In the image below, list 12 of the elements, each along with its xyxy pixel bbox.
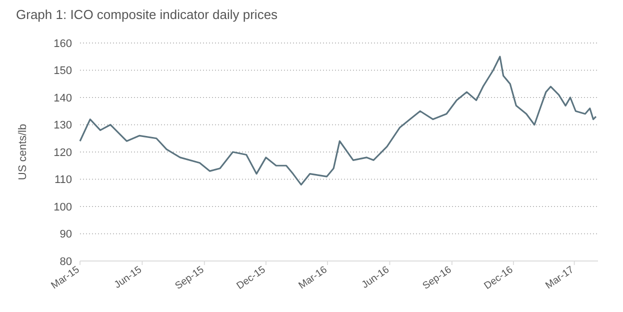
y-tick-label: 90 xyxy=(60,228,72,241)
y-tick-label: 100 xyxy=(54,201,72,214)
y-axis-title: US cents/lb xyxy=(17,124,29,180)
y-tick-label: 150 xyxy=(54,65,72,78)
y-tick-label: 130 xyxy=(54,120,72,132)
y-tick-label: 120 xyxy=(54,146,72,159)
y-tick-label: 110 xyxy=(54,174,72,186)
line-series xyxy=(79,56,597,186)
y-tick-label: 160 xyxy=(54,38,72,50)
y-tick-label: 140 xyxy=(54,92,72,104)
chart-title: Graph 1: ICO composite indicator daily prices xyxy=(16,7,278,22)
y-tick-label: 80 xyxy=(60,256,72,268)
